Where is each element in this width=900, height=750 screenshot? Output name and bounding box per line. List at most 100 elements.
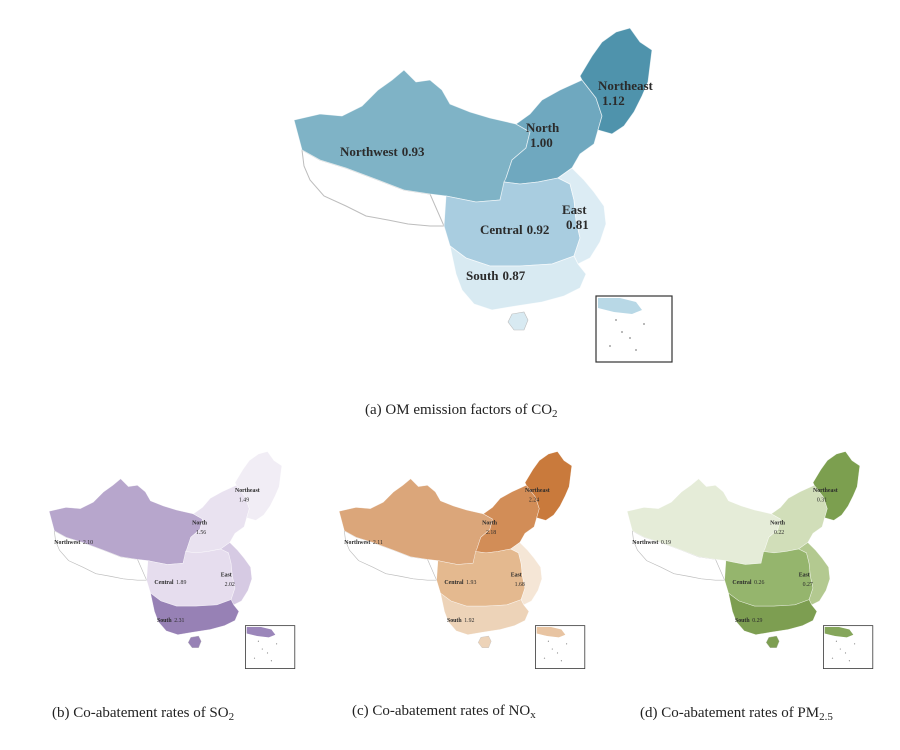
region-value: 2.02 bbox=[225, 582, 235, 588]
region-north bbox=[185, 484, 250, 554]
island-hainan bbox=[507, 311, 529, 331]
region-east bbox=[220, 542, 253, 606]
region-value: 0.29 bbox=[752, 618, 762, 624]
region-name: North bbox=[192, 520, 208, 526]
inset-island-dot bbox=[270, 660, 272, 662]
inset-island-dot bbox=[261, 648, 263, 650]
inset-land bbox=[246, 626, 276, 638]
map-panel-c: Northwest 2.11 North 2.18 Northeast 2.24 Centr… bbox=[330, 445, 590, 675]
region-label-south: South 0.29 bbox=[735, 618, 763, 624]
region-name: East bbox=[511, 572, 522, 578]
region-label-south: South 1.92 bbox=[447, 618, 475, 624]
region-value: 1.68 bbox=[515, 582, 525, 588]
inset-island-dot bbox=[629, 337, 631, 339]
region-label-central: Central 0.92 bbox=[480, 222, 549, 237]
inset-island-dot bbox=[609, 345, 611, 347]
region-label-south: South 0.87 bbox=[466, 268, 526, 283]
map-panel-d: Northwest 0.19 North 0.22 Northeast 0.31 Centr… bbox=[618, 445, 878, 675]
inset-map bbox=[245, 625, 296, 669]
inset-island-dot bbox=[257, 640, 259, 642]
map-svg-b: Northwest 2.10 North 1.56 Northeast 1.49 Centr… bbox=[48, 451, 296, 669]
inset-island-dot bbox=[844, 652, 847, 654]
region-name: East bbox=[221, 572, 232, 578]
region-name: Northwest bbox=[344, 540, 370, 546]
map-group: Northwest 0.93 North 1.00 Northeast 1.12 Centr… bbox=[293, 27, 673, 363]
region-label-northwest: Northwest 2.11 bbox=[344, 540, 383, 546]
region-value: 1.92 bbox=[464, 618, 474, 624]
caption-b-text: (b) Co-abatement rates of SO bbox=[52, 705, 229, 721]
region-name: East bbox=[799, 572, 810, 578]
inset-island-dot bbox=[839, 648, 841, 650]
inset-land bbox=[824, 626, 854, 638]
region-name: Northwest bbox=[54, 540, 80, 546]
region-northeast bbox=[812, 451, 861, 521]
region-label-northwest: Northwest 2.10 bbox=[54, 540, 93, 546]
caption-c-sub: x bbox=[530, 709, 536, 721]
map-group: Northwest 2.10 North 1.56 Northeast 1.49 Centr… bbox=[48, 451, 296, 669]
region-south bbox=[440, 592, 530, 636]
region-value: 2.18 bbox=[486, 530, 496, 536]
region-south bbox=[728, 592, 818, 636]
inset-island-dot bbox=[266, 652, 269, 654]
region-label-northeast: Northeast 2.24 bbox=[525, 488, 550, 504]
inset-island-dot bbox=[547, 640, 549, 642]
region-value: 1.89 bbox=[176, 580, 186, 586]
region-name: South bbox=[735, 618, 750, 624]
island-hainan bbox=[187, 635, 202, 648]
caption-d: (d) Co-abatement rates of PM2.5 bbox=[640, 705, 833, 723]
inset-island-dot bbox=[615, 319, 617, 321]
region-value: 2.10 bbox=[83, 540, 93, 546]
region-label-northeast: Northeast 1.49 bbox=[235, 488, 260, 504]
inset-island-dot bbox=[848, 660, 850, 662]
inset-land bbox=[598, 298, 642, 314]
region-label-east: East 1.68 bbox=[511, 572, 525, 588]
inset-island-dot bbox=[276, 643, 278, 645]
region-value: 2.31 bbox=[174, 618, 184, 624]
region-value: 1.00 bbox=[530, 135, 553, 150]
region-value: 2.11 bbox=[373, 540, 383, 546]
region-value: 0.31 bbox=[817, 498, 827, 504]
region-label-central: Central 1.93 bbox=[444, 580, 476, 586]
region-value: 1.12 bbox=[602, 93, 625, 108]
region-value: 0.19 bbox=[661, 540, 671, 546]
island-hainan bbox=[477, 635, 492, 648]
region-value: 0.27 bbox=[803, 582, 813, 588]
region-label-northeast: Northeast 1.12 bbox=[598, 78, 654, 108]
region-value: 0.81 bbox=[566, 217, 589, 232]
region-name: North bbox=[770, 520, 786, 526]
inset-island-dot bbox=[854, 643, 856, 645]
caption-a-sub: 2 bbox=[552, 408, 558, 420]
region-south bbox=[449, 245, 587, 311]
region-label-north: North 2.18 bbox=[482, 520, 498, 536]
inset-island-dot bbox=[831, 657, 834, 659]
region-name: South bbox=[157, 618, 172, 624]
inset-map bbox=[823, 625, 874, 669]
inset-island-dot bbox=[551, 648, 553, 650]
region-label-east: East 0.81 bbox=[562, 202, 589, 232]
inset-map bbox=[595, 295, 673, 363]
map-panel-b: Northwest 2.10 North 1.56 Northeast 1.49 Centr… bbox=[40, 445, 300, 675]
caption-c-text: (c) Co-abatement rates of NO bbox=[352, 703, 531, 719]
region-label-east: East 2.02 bbox=[221, 572, 235, 588]
caption-d-sub: 2.5 bbox=[819, 711, 833, 723]
map-svg-c: Northwest 2.11 North 2.18 Northeast 2.24 Centr… bbox=[338, 451, 586, 669]
region-east bbox=[510, 542, 543, 606]
region-name: Northeast bbox=[235, 488, 260, 494]
region-label-north: North 0.22 bbox=[770, 520, 786, 536]
region-north bbox=[763, 484, 828, 554]
map-group: Northwest 2.11 North 2.18 Northeast 2.24 Centr… bbox=[338, 451, 586, 669]
region-name: Central bbox=[154, 580, 174, 586]
region-northeast bbox=[524, 451, 573, 521]
region-east bbox=[557, 167, 607, 265]
region-value: 0.92 bbox=[527, 222, 550, 237]
caption-b: (b) Co-abatement rates of SO2 bbox=[52, 705, 234, 723]
region-value: 0.87 bbox=[503, 268, 526, 283]
region-name: North bbox=[526, 120, 560, 135]
region-label-south: South 2.31 bbox=[157, 618, 185, 624]
region-name: East bbox=[562, 202, 587, 217]
region-label-central: Central 1.89 bbox=[154, 580, 186, 586]
inset-island-dot bbox=[543, 657, 546, 659]
region-north bbox=[503, 79, 603, 185]
region-value: 1.49 bbox=[239, 498, 249, 504]
region-name: South bbox=[466, 268, 499, 283]
